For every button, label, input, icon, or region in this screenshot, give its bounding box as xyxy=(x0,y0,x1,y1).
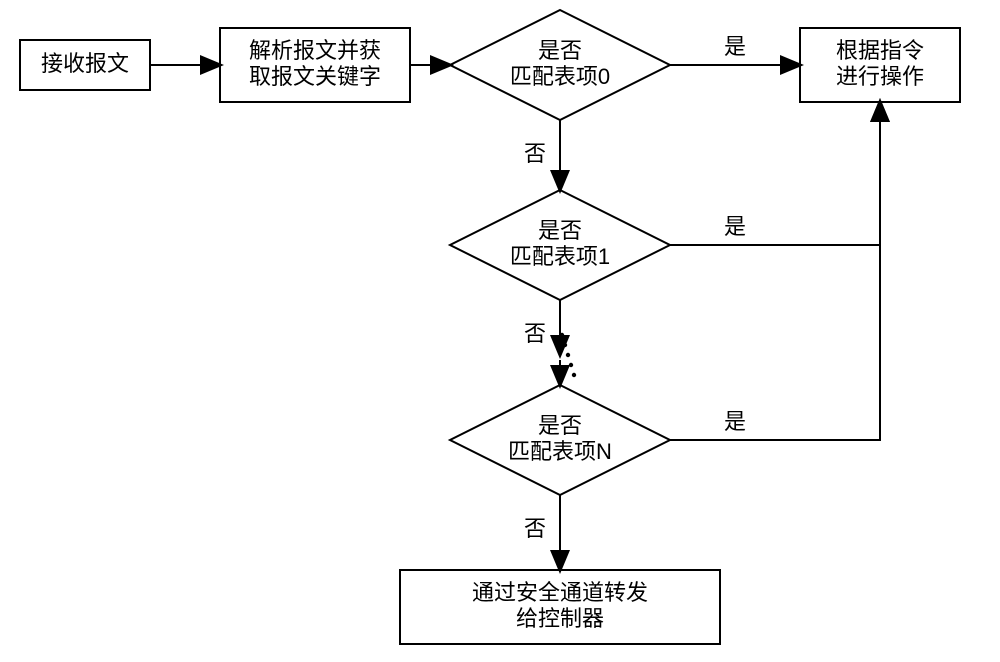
node-match1-label-line-0: 是否 xyxy=(538,218,582,243)
node-parse-label-line-0: 解析报文并获 xyxy=(249,38,381,63)
node-match0-label-line-0: 是否 xyxy=(538,38,582,63)
node-parse-label-line-1: 取报文关键字 xyxy=(249,64,381,89)
node-matchN-label-line-1: 匹配表项N xyxy=(508,439,612,464)
edge-5-label: 否 xyxy=(524,321,546,346)
node-matchN-label-line-0: 是否 xyxy=(538,413,582,438)
edge-7 xyxy=(670,102,880,440)
ellipsis xyxy=(560,333,576,377)
node-action-label-line-1: 进行操作 xyxy=(836,64,924,89)
node-match1-label-line-1: 匹配表项1 xyxy=(510,244,610,269)
node-receive-label-line-0: 接收报文 xyxy=(41,51,129,76)
edge-3-label: 否 xyxy=(524,141,546,166)
node-forward-label-line-1: 给控制器 xyxy=(516,606,604,631)
edge-4 xyxy=(670,102,880,245)
edge-7-label: 是 xyxy=(724,409,746,434)
node-action-label-line-0: 根据指令 xyxy=(836,38,924,63)
node-match0-label-line-1: 匹配表项0 xyxy=(510,64,610,89)
edge-4-label: 是 xyxy=(724,214,746,239)
node-forward-label-line-0: 通过安全通道转发 xyxy=(472,580,648,605)
edge-2-label: 是 xyxy=(724,34,746,59)
edge-8-label: 否 xyxy=(524,516,546,541)
